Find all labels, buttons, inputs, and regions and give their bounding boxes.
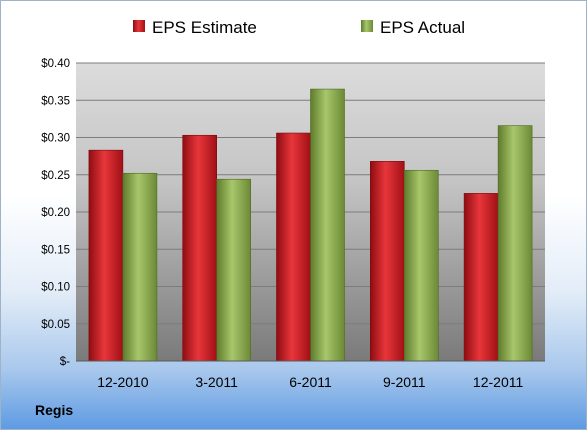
bar-estimate-12-2011 (463, 193, 499, 362)
legend-swatch-estimate (133, 20, 145, 32)
bar-actual-3-2011 (216, 178, 251, 362)
y-tick-label: $0.05 (41, 319, 70, 331)
bar-estimate-12-2010 (88, 149, 124, 362)
legend-label-actual: EPS Actual (380, 18, 465, 37)
y-tick-label: $0.15 (41, 244, 70, 256)
x-tick-label: 9-2011 (383, 374, 426, 390)
x-tick-label: 12-2011 (473, 374, 524, 390)
y-tick-label: $0.30 (41, 133, 70, 145)
legend-label-estimate: EPS Estimate (152, 18, 257, 37)
bar-estimate-3-2011 (182, 134, 217, 362)
bar-estimate-9-2011 (369, 161, 405, 362)
y-tick-label: $0.35 (41, 95, 70, 107)
bars (76, 88, 545, 362)
bar-actual-9-2011 (403, 169, 439, 362)
y-tick-label: $0.10 (41, 282, 70, 294)
legend: EPS Estimate EPS Actual (133, 18, 465, 37)
bar-estimate-6-2011 (276, 132, 311, 362)
y-tick-label: $0.25 (41, 170, 70, 182)
company-name: Regis (35, 402, 74, 418)
bar-actual-6-2011 (310, 88, 345, 362)
y-tick-label: $- (60, 356, 70, 368)
y-tick-label: $0.20 (41, 207, 70, 219)
x-tick-label: 6-2011 (289, 374, 332, 390)
x-tick-label: 12-2010 (97, 374, 149, 390)
x-axis-ticks: 12-2010 3-2011 6-2011 9-2011 12-2011 (97, 374, 523, 390)
legend-swatch-actual (361, 20, 373, 32)
bar-actual-12-2011 (497, 125, 533, 362)
x-tick-label: 3-2011 (195, 374, 238, 390)
bar-actual-12-2010 (122, 172, 158, 362)
y-tick-label: $0.40 (41, 58, 70, 70)
y-axis-ticks: $- $0.05 $0.10 $0.15 $0.20 $0.25 $0.30 $0.35 $0.… (41, 58, 70, 368)
